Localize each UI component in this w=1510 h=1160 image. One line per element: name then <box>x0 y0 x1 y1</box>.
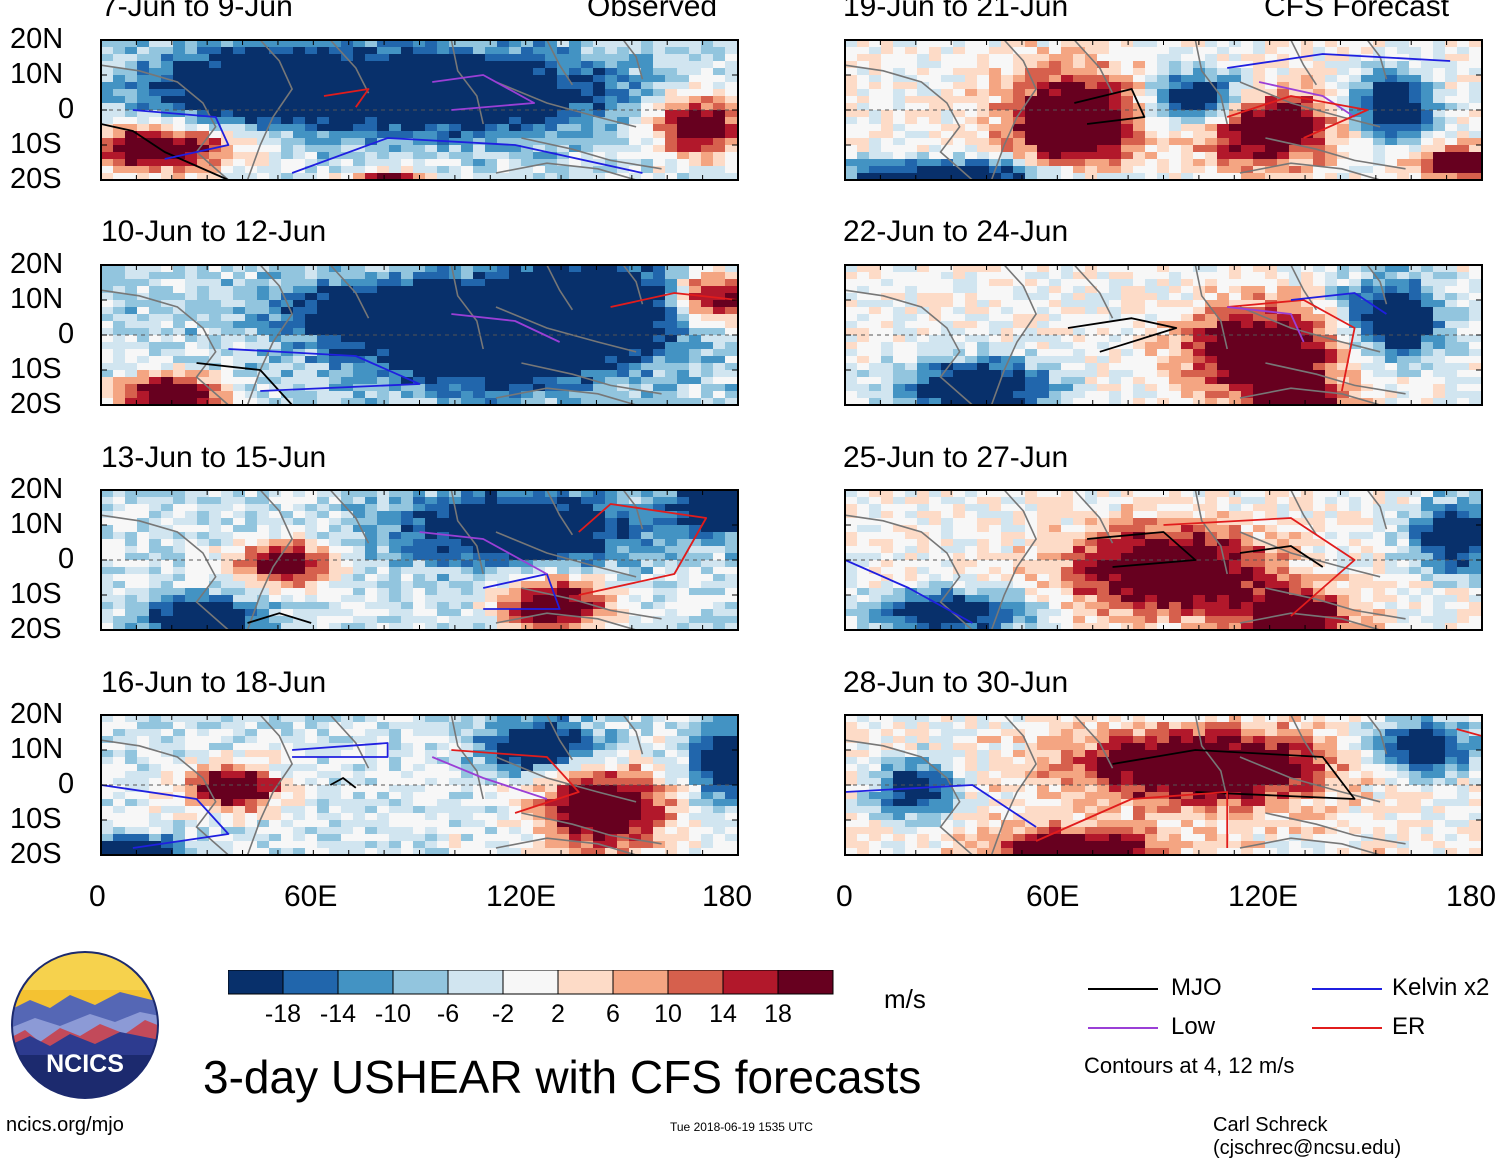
panel-3-title: 13-Jun to 15-Jun <box>101 441 326 475</box>
panel-6-title: 22-Jun to 24-Jun <box>843 215 1068 249</box>
footer-url[interactable]: ncics.org/mjo <box>6 1114 124 1137</box>
lon-label-right-120e: 120E <box>1228 880 1298 914</box>
lat-label-row4-10n: 10N <box>10 733 63 766</box>
lat-label-row4-20n: 20N <box>10 698 63 731</box>
lat-label-row3-20s: 20S <box>10 613 62 646</box>
lat-label-row3-10n: 10N <box>10 508 63 541</box>
colorbar-swatch-2 <box>283 970 338 994</box>
legend-mjo-label: MJO <box>1171 974 1222 1002</box>
lat-label-row2-20n: 20N <box>10 248 63 281</box>
panel-7-title: 25-Jun to 27-Jun <box>843 441 1068 475</box>
lat-label-row4-20s: 20S <box>10 838 62 871</box>
lon-label-right-0: 0 <box>836 880 853 914</box>
lon-label-left-0: 0 <box>89 880 106 914</box>
lat-label-row3-0: 0 <box>58 543 74 576</box>
colorbar: -18 -14 -10 -6 -2 2 6 10 14 18 <box>228 970 838 1026</box>
lat-label-row4-10s: 10S <box>10 803 62 836</box>
map-panel-3 <box>101 490 750 631</box>
lat-label-row2-10n: 10N <box>10 283 63 316</box>
map-panel-2 <box>101 265 750 406</box>
colorbar-swatch-7 <box>558 970 613 994</box>
legend-low-label: Low <box>1171 1013 1215 1041</box>
panel-8-title: 28-Jun to 30-Jun <box>843 666 1068 700</box>
colorbar-swatch-8 <box>613 970 668 994</box>
contours-note: Contours at 4, 12 m/s <box>1084 1053 1294 1079</box>
legend-kelvin-label: Kelvin x2 <box>1392 974 1489 1002</box>
lat-label-row1-10s: 10S <box>10 128 62 161</box>
lon-label-left-60e: 60E <box>284 880 337 914</box>
logo-text: NCICS <box>46 1050 124 1078</box>
colorbar-tick-label: -6 <box>437 1000 459 1026</box>
colorbar-tick-label: -10 <box>375 1000 411 1026</box>
legend-er-label: ER <box>1392 1013 1425 1041</box>
panel-5-tag: CFS Forecast <box>1264 0 1449 24</box>
lon-label-left-120e: 120E <box>486 880 556 914</box>
colorbar-tick-label: 14 <box>709 1000 737 1026</box>
lon-label-right-60e: 60E <box>1026 880 1079 914</box>
colorbar-tick-label: -18 <box>265 1000 301 1026</box>
footer-credit: Carl Schreck (cjschrec@ncsu.edu) <box>1213 1114 1510 1160</box>
colorbar-units: m/s <box>884 984 926 1015</box>
lat-label-row1-10n: 10N <box>10 58 63 91</box>
colorbar-swatch-5 <box>448 970 503 994</box>
lat-label-row1-0: 0 <box>58 93 74 126</box>
ncics-logo: NCICS <box>10 950 160 1100</box>
colorbar-swatch-3 <box>338 970 393 994</box>
panel-4-title: 16-Jun to 18-Jun <box>101 666 326 700</box>
colorbar-swatch-11 <box>778 970 833 994</box>
panel-2-title: 10-Jun to 12-Jun <box>101 215 326 249</box>
colorbar-swatch-1 <box>228 970 283 994</box>
panel-1-title: 7-Jun to 9-Jun <box>101 0 293 24</box>
map-panel-6 <box>845 265 1494 406</box>
map-panel-7 <box>845 490 1494 631</box>
lon-label-left-180: 180 <box>702 880 752 914</box>
lat-label-row2-0: 0 <box>58 318 74 351</box>
colorbar-swatch-9 <box>668 970 723 994</box>
colorbar-tick-label: 6 <box>606 1000 620 1026</box>
lat-label-row3-10s: 10S <box>10 578 62 611</box>
chart-title: 3-day USHEAR with CFS forecasts <box>203 1050 921 1104</box>
lat-label-row2-20s: 20S <box>10 388 62 421</box>
map-panel-8 <box>845 715 1494 856</box>
map-panel-1 <box>101 40 750 181</box>
lat-label-row3-20n: 20N <box>10 473 63 506</box>
footer-timestamp: Tue 2018-06-19 1535 UTC <box>670 1120 813 1134</box>
map-panel-5 <box>845 40 1494 181</box>
lat-label-row2-10s: 10S <box>10 353 62 386</box>
map-panel-4 <box>101 715 750 856</box>
colorbar-swatch-10 <box>723 970 778 994</box>
colorbar-swatch-4 <box>393 970 448 994</box>
panel-1-tag: Observed <box>587 0 717 24</box>
lat-label-row1-20n: 20N <box>10 23 63 56</box>
lat-label-row1-20s: 20S <box>10 163 62 196</box>
colorbar-tick-label: -2 <box>492 1000 514 1026</box>
colorbar-swatch-6 <box>503 970 558 994</box>
colorbar-tick-label: 18 <box>764 1000 792 1026</box>
lon-label-right-180: 180 <box>1446 880 1496 914</box>
colorbar-tick-label: 10 <box>654 1000 682 1026</box>
lat-label-row4-0: 0 <box>58 768 74 801</box>
colorbar-tick-label: 2 <box>551 1000 565 1026</box>
panel-5-title: 19-Jun to 21-Jun <box>843 0 1068 24</box>
colorbar-tick-label: -14 <box>320 1000 356 1026</box>
